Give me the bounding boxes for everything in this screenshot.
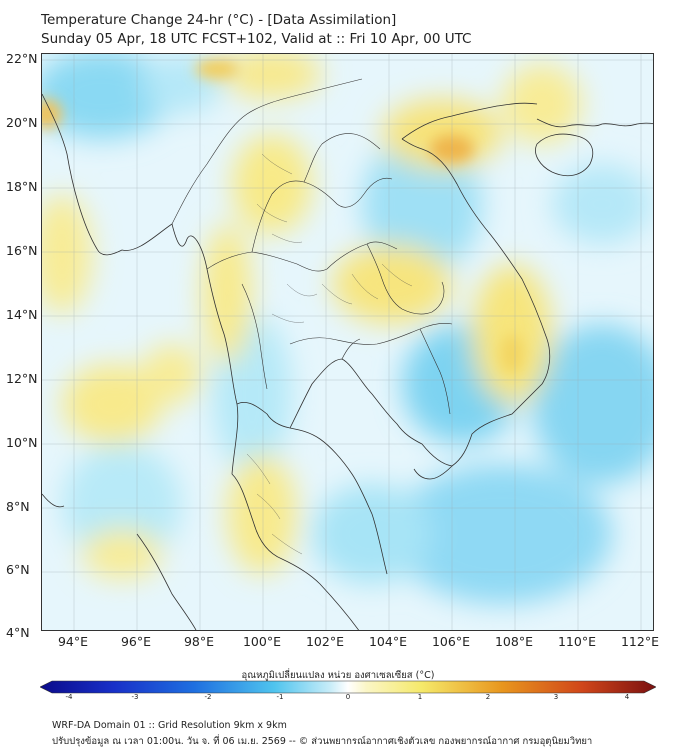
colorbar-tick: -2 xyxy=(204,693,212,701)
lon-label-112: 112°E xyxy=(620,634,659,649)
lat-label-8: 8°N xyxy=(6,499,30,514)
map-title: Temperature Change 24-hr (°C) - [Data As… xyxy=(41,12,397,28)
lon-label-102: 102°E xyxy=(305,634,344,649)
lat-label-10: 10°N xyxy=(6,435,38,450)
province-lines xyxy=(246,153,413,555)
lon-label-96: 96°E xyxy=(120,634,152,649)
lon-label-108: 108°E xyxy=(494,634,533,649)
graticule xyxy=(42,54,653,630)
colorbar-tick: -4 xyxy=(65,693,73,701)
colorbar-tick: -3 xyxy=(131,693,139,701)
lon-label-106: 106°E xyxy=(431,634,470,649)
map-subtitle: Sunday 05 Apr, 18 UTC FCST+102, Valid at… xyxy=(41,31,472,47)
lon-label-104: 104°E xyxy=(368,634,407,649)
footer-model-info: WRF-DA Domain 01 :: Grid Resolution 9km … xyxy=(52,720,287,731)
lat-label-18: 18°N xyxy=(6,179,38,194)
colorbar-title: อุณหภูมิเปลี่ยนแปลง หน่วย องศาเซลเซียส (… xyxy=(241,670,435,681)
colorbar-tick: 4 xyxy=(624,693,630,701)
colorbar xyxy=(40,680,656,694)
lon-label-98: 98°E xyxy=(183,634,215,649)
footer-credit: ปรับปรุงข้อมูล ณ เวลา 01:00น. วัน จ. ที่… xyxy=(52,736,593,747)
lat-label-16: 16°N xyxy=(6,243,38,258)
colorbar-tick: -1 xyxy=(276,693,284,701)
lon-label-94: 94°E xyxy=(57,634,89,649)
lon-label-110: 110°E xyxy=(557,634,596,649)
colorbar-tick: 1 xyxy=(417,693,423,701)
colorbar-body xyxy=(40,680,656,694)
colorbar-tick: 0 xyxy=(345,693,351,701)
temperature-map xyxy=(41,53,654,631)
lat-label-20: 20°N xyxy=(6,115,38,130)
lat-label-6: 6°N xyxy=(6,562,30,577)
borders xyxy=(171,78,453,415)
lat-label-4: 4°N xyxy=(6,625,30,640)
lat-label-12: 12°N xyxy=(6,371,38,386)
coastlines xyxy=(42,93,653,630)
colorbar-tick: 3 xyxy=(553,693,559,701)
lat-label-22: 22°N xyxy=(6,51,38,66)
colorbar-tick: 2 xyxy=(485,693,491,701)
lat-label-14: 14°N xyxy=(6,307,38,322)
lon-label-100: 100°E xyxy=(242,634,281,649)
